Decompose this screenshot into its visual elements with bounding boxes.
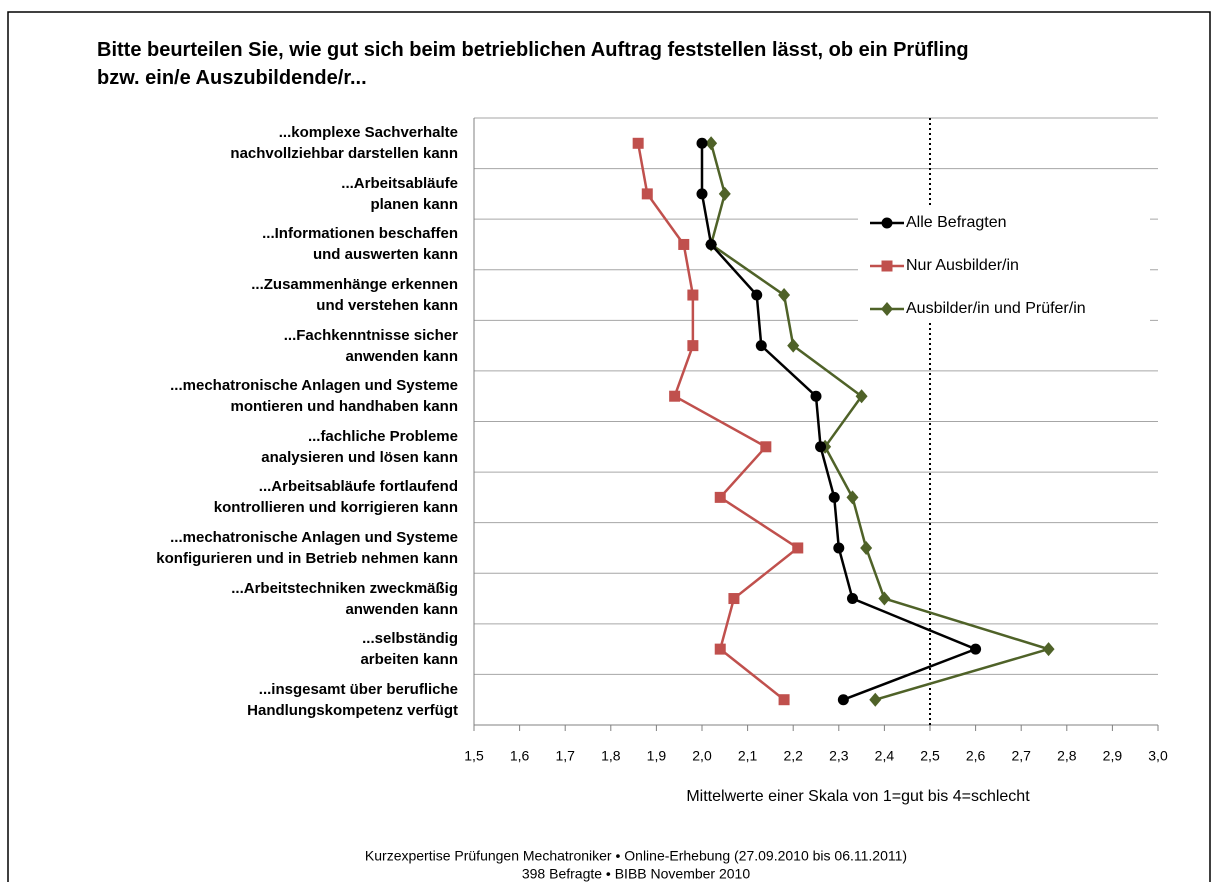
marker [833, 542, 845, 554]
marker [881, 217, 893, 229]
y-tick-label: ...fachliche Probleme analysieren und lö… [261, 427, 458, 466]
footer: 398 Befragte • BIBB November 2010 [522, 866, 750, 882]
marker [778, 694, 790, 706]
marker [855, 389, 868, 404]
marker [828, 491, 840, 503]
marker [678, 238, 690, 250]
footer: Kurzexpertise Prüfungen Mechatroniker • … [365, 848, 907, 864]
y-tick-label: ...Arbeitsabläufe planen kann [341, 174, 458, 213]
series-line [636, 143, 800, 701]
x-tick-label: 2,1 [738, 748, 758, 764]
marker [641, 188, 653, 200]
x-tick-label: 2,8 [1057, 748, 1077, 764]
y-tick-label: ...Informationen beschaffen und auswerte… [262, 225, 458, 264]
marker [696, 137, 708, 149]
marker [705, 238, 717, 250]
marker [778, 288, 791, 303]
marker [1042, 642, 1055, 657]
legend-label: Nur Ausbilder/in [906, 257, 1019, 274]
x-tick-label: 1,6 [510, 748, 530, 764]
marker [846, 593, 858, 605]
marker [728, 593, 740, 605]
x-tick-label: 2,3 [829, 748, 849, 764]
marker [815, 441, 827, 453]
series-line [700, 143, 979, 701]
frame [7, 11, 1211, 882]
marker [860, 540, 873, 555]
y-tick-label: ...komplexe Sachverhalte nachvollziehbar… [230, 124, 458, 163]
chart-title: Bitte beurteilen Sie, wie gut sich beim … [97, 39, 969, 89]
marker [881, 302, 893, 316]
marker [687, 340, 699, 352]
x-tick-label: 3,0 [1148, 748, 1168, 764]
marker [669, 390, 681, 402]
y-tick-label: ...mechatronische Anlagen und Systeme mo… [170, 377, 458, 416]
marker [881, 260, 893, 272]
x-tick-label: 2,2 [783, 748, 803, 764]
legend-label: Alle Befragten [906, 214, 1007, 231]
marker [760, 441, 772, 453]
marker [755, 340, 767, 352]
marker [787, 338, 800, 353]
x-tick-label: 1,9 [647, 748, 667, 764]
x-tick-label: 2,7 [1011, 748, 1031, 764]
x-tick-label: 2,6 [966, 748, 986, 764]
legend-label: Ausbilder/in und Prüfer/in [906, 300, 1086, 317]
x-tick-label: 2,0 [692, 748, 712, 764]
y-tick-label: ...mechatronische Anlagen und Systeme ko… [156, 528, 458, 567]
marker [714, 643, 726, 655]
x-tick-label: 1,5 [464, 748, 484, 764]
x-tick-label: 1,7 [555, 748, 575, 764]
y-tick-label: ...Arbeitstechniken zweckmäßig anwenden … [231, 579, 458, 618]
series-line [709, 142, 1053, 701]
marker [792, 542, 804, 554]
marker [714, 491, 726, 503]
marker [970, 643, 982, 655]
y-tick-label: ...insgesamt über berufliche Handlungsko… [247, 680, 458, 719]
marker [869, 692, 882, 707]
y-tick-label: ...Arbeitsabläufe fortlaufend kontrollie… [213, 478, 458, 517]
y-tick-label: ...Zusammenhänge erkennen und verstehen … [251, 276, 458, 315]
marker [878, 591, 891, 606]
marker [810, 390, 822, 402]
marker [632, 137, 644, 149]
marker [837, 694, 849, 706]
marker [718, 186, 731, 201]
legend-box [858, 205, 1150, 323]
marker [687, 289, 699, 301]
y-tick-label: ...Fachkenntnisse sicher anwenden kann [283, 326, 458, 365]
marker [696, 188, 708, 200]
marker [846, 490, 859, 505]
x-tick-label: 2,9 [1103, 748, 1123, 764]
x-tick-label: 2,5 [920, 748, 940, 764]
marker [751, 289, 763, 301]
marker [705, 136, 718, 151]
x-tick-label: 1,8 [601, 748, 621, 764]
x-tick-label: 2,4 [875, 748, 895, 764]
x-axis-label: Mittelwerte einer Skala von 1=gut bis 4=… [686, 788, 1030, 805]
y-tick-label: ...selbständig arbeiten kann [360, 630, 458, 669]
